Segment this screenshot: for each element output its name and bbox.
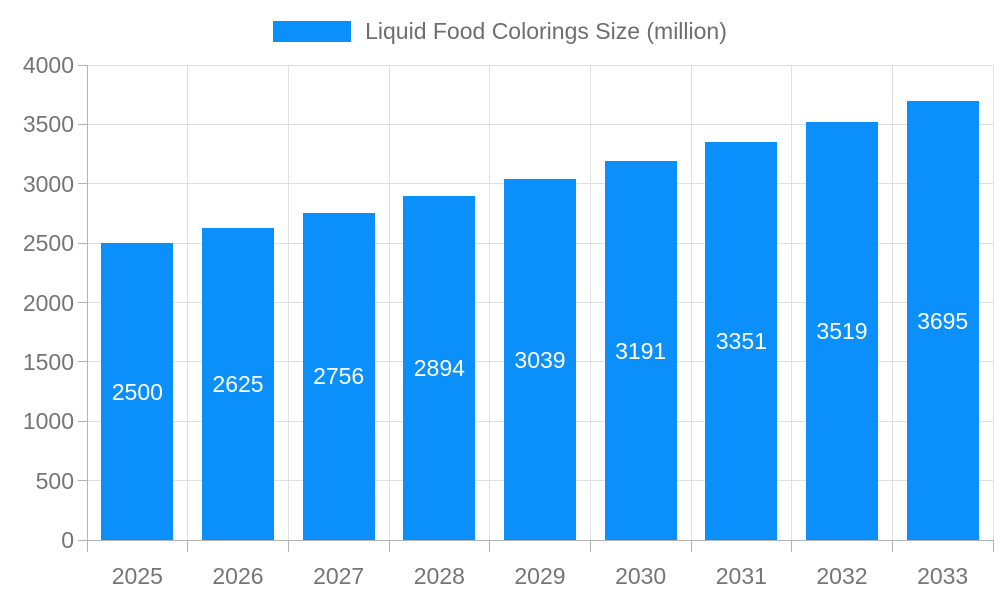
x-grid-line <box>891 65 893 540</box>
y-axis-label: 3500 <box>22 111 74 138</box>
y-tick <box>78 64 87 66</box>
x-axis-label: 2031 <box>715 563 767 589</box>
x-grid-line <box>287 65 289 540</box>
x-axis-label: 2033 <box>917 563 969 589</box>
bar-value-label: 2500 <box>111 378 163 405</box>
bar[interactable] <box>403 196 476 540</box>
bar-value-label: 3351 <box>715 328 767 355</box>
x-axis-label: 2026 <box>212 563 264 589</box>
x-grid-line <box>187 65 189 540</box>
x-tick <box>690 540 692 552</box>
bar[interactable] <box>202 228 274 540</box>
y-axis-label: 4000 <box>22 52 74 78</box>
x-tick <box>992 540 994 552</box>
x-grid-line <box>791 65 793 540</box>
bar-value-label: 3519 <box>816 318 868 345</box>
y-tick <box>78 242 87 244</box>
bar[interactable] <box>705 142 778 540</box>
y-tick <box>78 361 87 363</box>
y-axis-label: 2500 <box>22 230 74 257</box>
y-axis-label: 500 <box>35 467 74 494</box>
bar[interactable] <box>302 212 375 540</box>
x-grid-line <box>992 65 994 540</box>
bar[interactable] <box>101 243 174 540</box>
bar-value-label: 2625 <box>212 371 264 398</box>
x-axis-label: 2027 <box>313 563 365 589</box>
y-axis-label: 1500 <box>22 348 74 375</box>
bar[interactable] <box>806 122 878 540</box>
y-tick <box>78 183 87 185</box>
bar-value-label: 2756 <box>313 363 365 390</box>
x-axis-label: 2030 <box>615 563 667 589</box>
bar-value-label: 2894 <box>413 355 465 382</box>
y-axis-label: 1000 <box>22 408 74 435</box>
y-tick <box>78 420 87 422</box>
bar-value-label: 3039 <box>514 346 566 373</box>
x-axis-label: 2025 <box>111 563 163 589</box>
y-axis-label: 0 <box>61 527 74 553</box>
y-axis-line <box>86 65 88 552</box>
x-axis-label: 2028 <box>413 563 465 589</box>
legend-swatch <box>273 20 352 42</box>
x-grid-line <box>589 65 591 540</box>
y-axis-label: 2000 <box>22 289 74 316</box>
bar[interactable] <box>906 101 979 540</box>
x-tick <box>489 540 491 552</box>
x-grid-line <box>489 65 491 540</box>
x-axis-label: 2029 <box>514 563 566 589</box>
bar[interactable] <box>604 161 677 540</box>
bar-value-label: 3695 <box>917 307 969 334</box>
x-tick <box>891 540 893 552</box>
y-tick <box>78 302 87 303</box>
bar-value-label: 3191 <box>615 337 667 364</box>
bar[interactable] <box>504 179 576 540</box>
y-grid-line <box>87 123 993 125</box>
y-grid-line <box>87 64 993 66</box>
x-tick <box>388 540 390 552</box>
x-axis-label: 2032 <box>816 563 868 589</box>
legend-label: Liquid Food Colorings Size (million) <box>365 18 727 44</box>
y-tick <box>78 480 87 482</box>
legend-item[interactable]: Liquid Food Colorings Size (million) <box>0 18 1000 44</box>
y-tick <box>78 123 87 125</box>
x-grid-line <box>388 65 390 540</box>
x-axis-line <box>78 539 993 541</box>
y-axis-label: 3000 <box>22 170 74 197</box>
x-tick <box>791 540 793 552</box>
x-grid-line <box>690 65 692 540</box>
x-tick <box>287 540 289 552</box>
x-tick <box>187 540 189 552</box>
x-tick <box>589 540 591 552</box>
